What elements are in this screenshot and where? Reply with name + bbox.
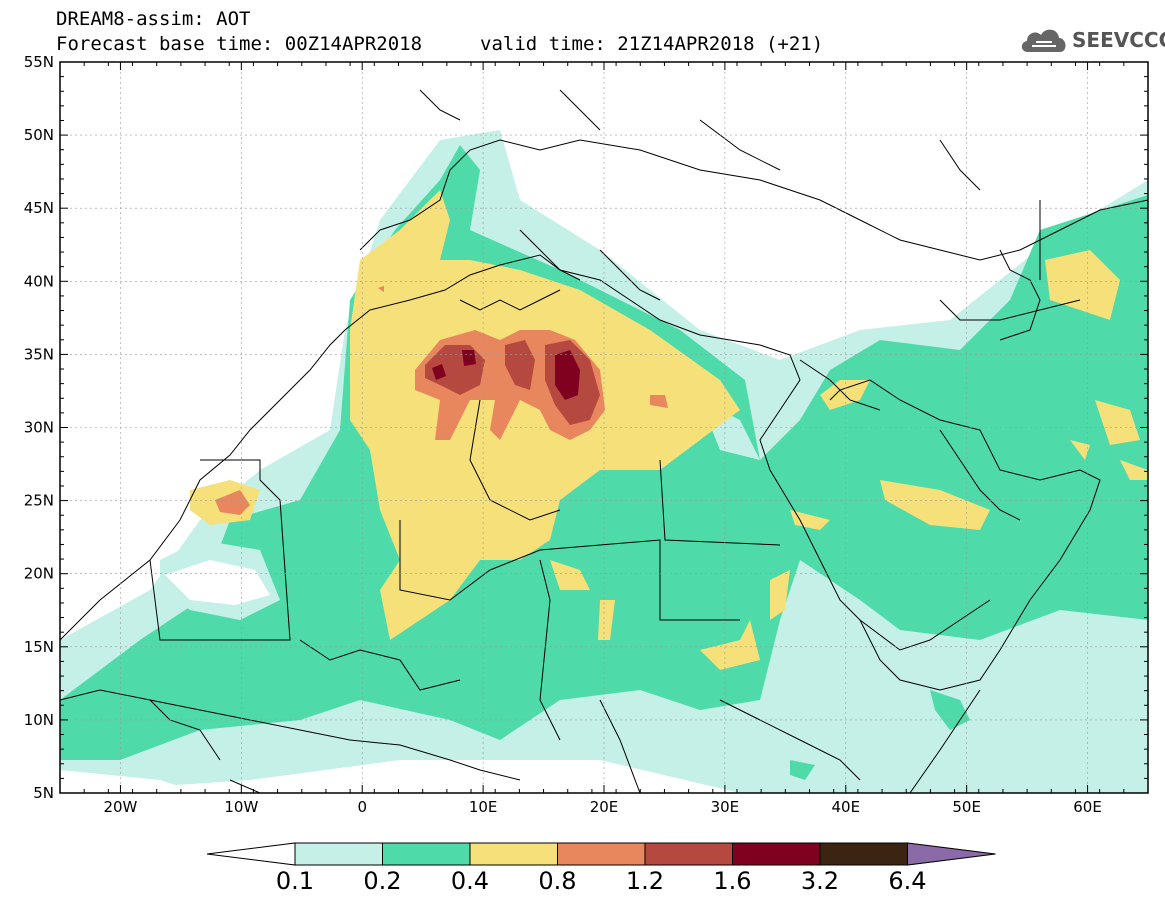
lat-tick-label: 45N — [24, 199, 54, 217]
lon-tick-label: 20E — [590, 798, 619, 816]
colorbar-max-arrow — [907, 842, 996, 866]
colorbar-label: 0.8 — [538, 867, 576, 895]
map-gridlines — [60, 62, 1148, 793]
colorbar-segment — [557, 842, 646, 866]
forecast-base-time: Forecast base time: 00Z14APR2018 — [56, 33, 423, 55]
lat-tick-label: 25N — [24, 492, 54, 510]
lon-tick-label: 60E — [1073, 798, 1102, 816]
lat-tick-label: 20N — [24, 565, 54, 583]
colorbar-segment — [819, 842, 908, 866]
seevccc-logo: SEEVCCC — [1018, 24, 1165, 56]
lon-tick-label: 10W — [224, 798, 258, 816]
lon-tick-label: 30E — [711, 798, 740, 816]
lat-tick-label: 5N — [33, 784, 54, 802]
lon-tick-label: 0 — [357, 798, 367, 816]
colorbar-label: 1.6 — [713, 867, 751, 895]
lon-tick-label: 10E — [469, 798, 498, 816]
lat-tick-label: 55N — [24, 53, 54, 71]
lon-tick-label: 20W — [103, 798, 137, 816]
lat-tick-label: 35N — [24, 345, 54, 363]
colorbar-label: 3.2 — [801, 867, 839, 895]
colorbar-segment — [294, 842, 383, 866]
colorbar-label: 6.4 — [888, 867, 926, 895]
lon-tick-label: 40E — [831, 798, 860, 816]
colorbar-segment — [644, 842, 733, 866]
lat-tick-label: 30N — [24, 419, 54, 437]
map-ticks — [59, 61, 1149, 794]
logo-text: SEEVCCC — [1072, 28, 1165, 52]
colorbar-label: 0.2 — [363, 867, 401, 895]
map-title: DREAM8-assim: AOT — [56, 8, 251, 30]
colorbar-segment — [469, 842, 558, 866]
lat-tick-label: 40N — [24, 272, 54, 290]
valid-time: valid time: 21Z14APR2018 (+21) — [480, 33, 824, 55]
colorbar-label: 1.2 — [626, 867, 664, 895]
lat-tick-label: 50N — [24, 126, 54, 144]
colorbar-min-arrow — [206, 842, 296, 866]
colorbar-label: 0.1 — [276, 867, 314, 895]
lon-tick-label: 50E — [952, 798, 981, 816]
cloud-icon — [1021, 29, 1066, 52]
colorbar-segment — [382, 842, 471, 866]
lat-tick-label: 15N — [24, 638, 54, 656]
colorbar-segment — [732, 842, 821, 866]
map-tick-labels: 5N 10N 15N 20N 25N 30N 35N 40N 45N 50N 55N 20W 10W 0 1… — [24, 53, 1102, 816]
colorbar-label: 0.4 — [451, 867, 489, 895]
lat-tick-label: 10N — [24, 711, 54, 729]
colorbar: 0.1 0.2 0.4 0.8 1.2 1.6 3.2 6.4 — [206, 842, 996, 895]
